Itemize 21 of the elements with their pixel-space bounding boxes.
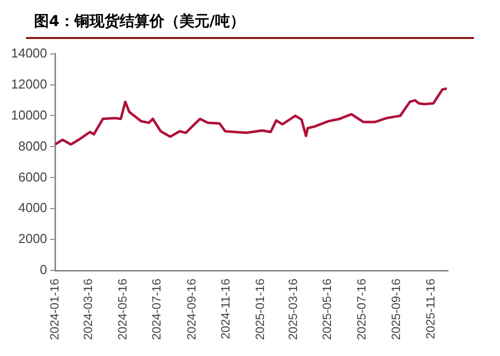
x-tick-label: 2024-09-16 xyxy=(184,278,198,340)
x-tick-label: 2025-01-16 xyxy=(252,278,267,340)
y-tick-label: 14000 xyxy=(10,45,48,60)
y-tick-label: 10000 xyxy=(10,107,48,122)
x-tick-label: 2025-09-16 xyxy=(389,278,404,340)
x-tick-label: 2025-03-16 xyxy=(286,278,300,340)
x-tick-label: 2024-11-16 xyxy=(218,278,233,340)
y-tick-label: 12000 xyxy=(10,76,48,92)
y-tick-label: 6000 xyxy=(18,169,48,184)
x-tick-label: 2024-03-16 xyxy=(81,278,96,340)
y-tick-label: 2000 xyxy=(18,231,48,246)
x-tick-label: 2024-01-16 xyxy=(47,278,62,340)
y-tick-label: 0 xyxy=(40,262,48,278)
x-tick-label: 2025-05-16 xyxy=(320,278,334,340)
y-tick-label: 8000 xyxy=(18,138,48,154)
x-tick-label: 2024-05-16 xyxy=(115,278,130,340)
y-tick-label: 4000 xyxy=(18,200,48,216)
x-tick-label: 2025-11-16 xyxy=(423,278,438,340)
x-tick-label: 2025-07-16 xyxy=(354,278,368,340)
x-tick-label: 2024-07-16 xyxy=(150,278,164,340)
chart-title: 图4：铜现货结算价（美元/吨） xyxy=(26,8,474,39)
